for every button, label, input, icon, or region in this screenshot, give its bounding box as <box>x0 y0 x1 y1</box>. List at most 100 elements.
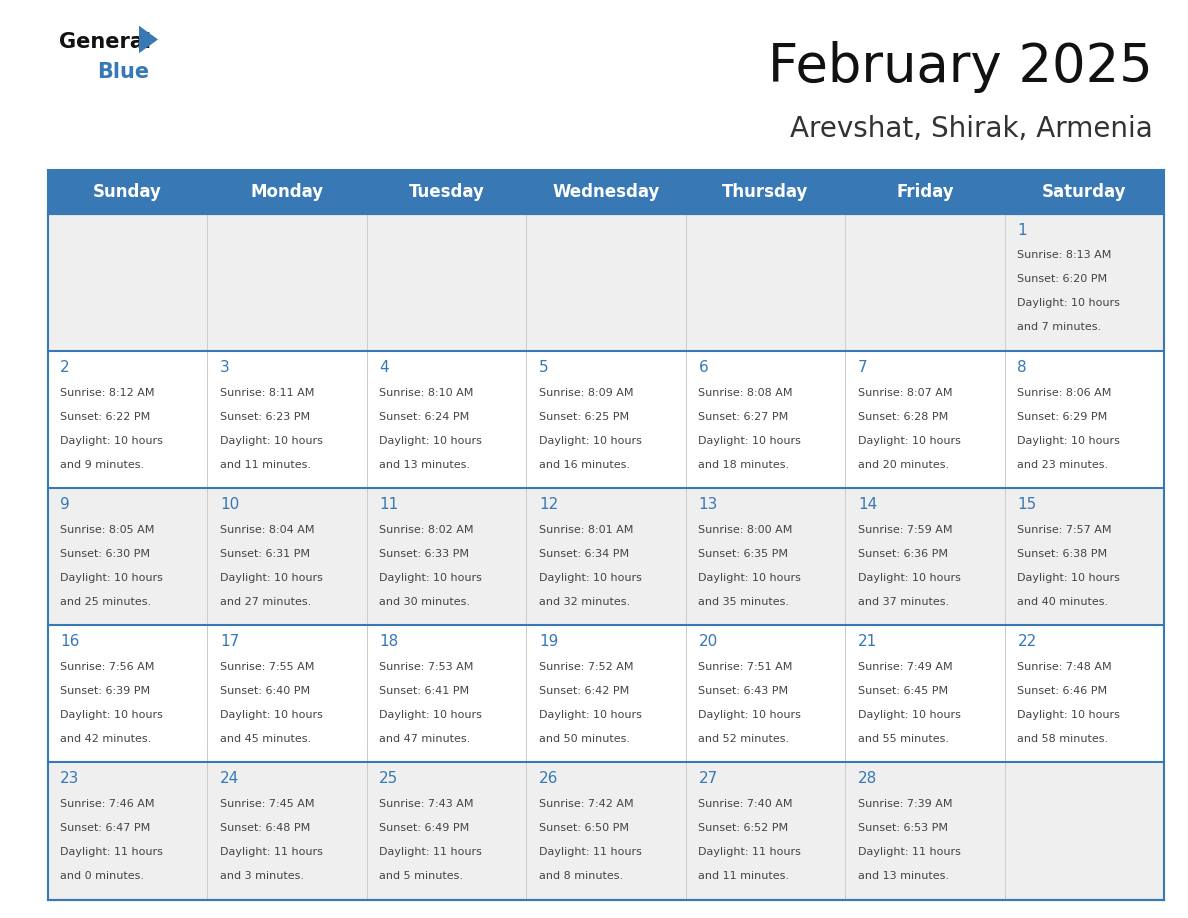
Text: Daylight: 10 hours: Daylight: 10 hours <box>1017 298 1120 308</box>
Text: Saturday: Saturday <box>1042 183 1126 201</box>
Text: Sunrise: 7:45 AM: Sunrise: 7:45 AM <box>220 799 315 809</box>
Text: Sunset: 6:49 PM: Sunset: 6:49 PM <box>379 823 469 833</box>
Text: 20: 20 <box>699 634 718 649</box>
Text: Daylight: 10 hours: Daylight: 10 hours <box>539 573 642 583</box>
Text: Daylight: 10 hours: Daylight: 10 hours <box>61 573 163 583</box>
Text: and 8 minutes.: and 8 minutes. <box>539 871 623 881</box>
Text: Daylight: 10 hours: Daylight: 10 hours <box>539 710 642 720</box>
Text: Arevshat, Shirak, Armenia: Arevshat, Shirak, Armenia <box>790 115 1152 143</box>
Text: Daylight: 10 hours: Daylight: 10 hours <box>858 710 961 720</box>
Text: Sunset: 6:23 PM: Sunset: 6:23 PM <box>220 411 310 421</box>
Text: 3: 3 <box>220 360 229 375</box>
Text: Monday: Monday <box>251 183 323 201</box>
Text: Sunrise: 8:04 AM: Sunrise: 8:04 AM <box>220 525 315 534</box>
Text: Daylight: 11 hours: Daylight: 11 hours <box>61 847 163 857</box>
Text: 28: 28 <box>858 771 877 786</box>
Text: Daylight: 10 hours: Daylight: 10 hours <box>858 573 961 583</box>
Text: and 0 minutes.: and 0 minutes. <box>61 871 144 881</box>
Text: and 23 minutes.: and 23 minutes. <box>1017 460 1108 469</box>
Text: and 9 minutes.: and 9 minutes. <box>61 460 145 469</box>
Text: Daylight: 10 hours: Daylight: 10 hours <box>1017 573 1120 583</box>
Bar <box>48 351 1164 488</box>
Text: Sunset: 6:36 PM: Sunset: 6:36 PM <box>858 549 948 559</box>
Text: Sunrise: 8:10 AM: Sunrise: 8:10 AM <box>379 387 474 397</box>
Text: Sunset: 6:30 PM: Sunset: 6:30 PM <box>61 549 151 559</box>
Text: Friday: Friday <box>896 183 954 201</box>
Text: Sunset: 6:40 PM: Sunset: 6:40 PM <box>220 686 310 696</box>
Text: 4: 4 <box>379 360 388 375</box>
Text: and 47 minutes.: and 47 minutes. <box>379 733 470 744</box>
Text: Thursday: Thursday <box>722 183 809 201</box>
Text: Daylight: 10 hours: Daylight: 10 hours <box>539 435 642 445</box>
Text: 22: 22 <box>1017 634 1037 649</box>
Text: 27: 27 <box>699 771 718 786</box>
Text: and 13 minutes.: and 13 minutes. <box>379 460 470 469</box>
Text: 8: 8 <box>1017 360 1028 375</box>
Text: Daylight: 11 hours: Daylight: 11 hours <box>379 847 482 857</box>
Text: Daylight: 10 hours: Daylight: 10 hours <box>379 435 482 445</box>
Text: Sunset: 6:43 PM: Sunset: 6:43 PM <box>699 686 789 696</box>
Bar <box>48 170 1164 214</box>
Text: Sunset: 6:20 PM: Sunset: 6:20 PM <box>1017 274 1107 285</box>
Text: Sunset: 6:42 PM: Sunset: 6:42 PM <box>539 686 630 696</box>
Text: Daylight: 10 hours: Daylight: 10 hours <box>61 435 163 445</box>
Text: Daylight: 10 hours: Daylight: 10 hours <box>379 710 482 720</box>
Text: Sunset: 6:50 PM: Sunset: 6:50 PM <box>539 823 628 833</box>
Bar <box>48 214 1164 351</box>
Text: Sunrise: 7:39 AM: Sunrise: 7:39 AM <box>858 799 953 809</box>
Text: Sunset: 6:22 PM: Sunset: 6:22 PM <box>61 411 151 421</box>
Text: and 55 minutes.: and 55 minutes. <box>858 733 949 744</box>
Text: and 42 minutes.: and 42 minutes. <box>61 733 152 744</box>
Text: and 32 minutes.: and 32 minutes. <box>539 597 630 607</box>
Text: February 2025: February 2025 <box>767 41 1152 94</box>
Text: and 50 minutes.: and 50 minutes. <box>539 733 630 744</box>
Text: Daylight: 10 hours: Daylight: 10 hours <box>220 573 323 583</box>
Text: Sunset: 6:41 PM: Sunset: 6:41 PM <box>379 686 469 696</box>
Text: 17: 17 <box>220 634 239 649</box>
Text: Sunrise: 7:42 AM: Sunrise: 7:42 AM <box>539 799 633 809</box>
Text: 15: 15 <box>1017 497 1037 512</box>
Text: Sunrise: 8:02 AM: Sunrise: 8:02 AM <box>379 525 474 534</box>
Text: and 45 minutes.: and 45 minutes. <box>220 733 311 744</box>
Text: Sunset: 6:39 PM: Sunset: 6:39 PM <box>61 686 151 696</box>
Text: Sunrise: 8:07 AM: Sunrise: 8:07 AM <box>858 387 953 397</box>
Text: Sunrise: 7:52 AM: Sunrise: 7:52 AM <box>539 662 633 672</box>
Text: 12: 12 <box>539 497 558 512</box>
Text: 26: 26 <box>539 771 558 786</box>
Text: Sunset: 6:28 PM: Sunset: 6:28 PM <box>858 411 948 421</box>
Text: and 3 minutes.: and 3 minutes. <box>220 871 304 881</box>
Text: Daylight: 11 hours: Daylight: 11 hours <box>858 847 961 857</box>
Text: Daylight: 10 hours: Daylight: 10 hours <box>220 435 323 445</box>
Text: Sunrise: 7:57 AM: Sunrise: 7:57 AM <box>1017 525 1112 534</box>
Text: 6: 6 <box>699 360 708 375</box>
Text: Daylight: 10 hours: Daylight: 10 hours <box>220 710 323 720</box>
Text: Daylight: 10 hours: Daylight: 10 hours <box>1017 435 1120 445</box>
Text: Daylight: 10 hours: Daylight: 10 hours <box>1017 710 1120 720</box>
Text: and 11 minutes.: and 11 minutes. <box>220 460 311 469</box>
Text: Sunset: 6:33 PM: Sunset: 6:33 PM <box>379 549 469 559</box>
Text: Daylight: 10 hours: Daylight: 10 hours <box>858 435 961 445</box>
Text: Sunrise: 7:43 AM: Sunrise: 7:43 AM <box>379 799 474 809</box>
Text: Sunset: 6:24 PM: Sunset: 6:24 PM <box>379 411 469 421</box>
Text: Sunset: 6:45 PM: Sunset: 6:45 PM <box>858 686 948 696</box>
Bar <box>48 625 1164 763</box>
Text: and 30 minutes.: and 30 minutes. <box>379 597 470 607</box>
Text: 16: 16 <box>61 634 80 649</box>
Text: 21: 21 <box>858 634 877 649</box>
Text: Sunset: 6:53 PM: Sunset: 6:53 PM <box>858 823 948 833</box>
Text: Sunset: 6:34 PM: Sunset: 6:34 PM <box>539 549 628 559</box>
Text: Sunrise: 7:46 AM: Sunrise: 7:46 AM <box>61 799 154 809</box>
Text: 2: 2 <box>61 360 70 375</box>
Text: Tuesday: Tuesday <box>409 183 485 201</box>
Text: Sunday: Sunday <box>93 183 162 201</box>
Text: Sunrise: 8:12 AM: Sunrise: 8:12 AM <box>61 387 154 397</box>
Text: 7: 7 <box>858 360 867 375</box>
Text: Sunrise: 8:11 AM: Sunrise: 8:11 AM <box>220 387 314 397</box>
Text: Sunrise: 7:59 AM: Sunrise: 7:59 AM <box>858 525 953 534</box>
Text: Daylight: 11 hours: Daylight: 11 hours <box>220 847 323 857</box>
Text: and 5 minutes.: and 5 minutes. <box>379 871 463 881</box>
Text: 14: 14 <box>858 497 877 512</box>
Text: Sunrise: 7:48 AM: Sunrise: 7:48 AM <box>1017 662 1112 672</box>
Text: and 25 minutes.: and 25 minutes. <box>61 597 151 607</box>
Text: Sunrise: 8:01 AM: Sunrise: 8:01 AM <box>539 525 633 534</box>
